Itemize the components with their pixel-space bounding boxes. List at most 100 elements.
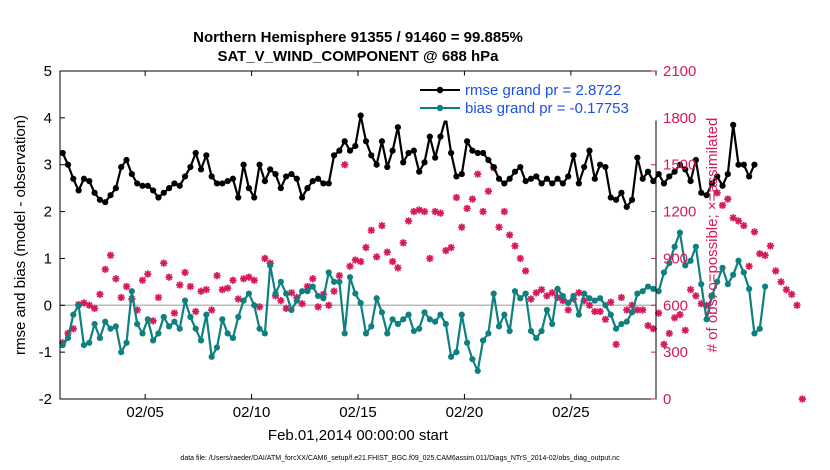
rmse-point [134, 180, 141, 187]
rmse-point [368, 152, 375, 159]
rmse-point [437, 133, 444, 140]
bias-point [330, 278, 338, 285]
bias-point [682, 262, 689, 269]
rmse-point [432, 154, 439, 161]
obs-point [176, 281, 184, 289]
rmse-point [506, 175, 513, 182]
bias-point [378, 309, 386, 316]
bias-point [703, 316, 710, 323]
obs-point [761, 251, 769, 259]
obs-point [314, 303, 322, 311]
obs-point-stroke-d2 [522, 267, 529, 275]
obs-point-stroke-d2 [586, 302, 593, 309]
bias-point [373, 295, 380, 302]
rmse-point [698, 189, 705, 196]
obs-point [138, 276, 147, 284]
obs-point-stroke-d2 [203, 286, 210, 293]
obs-point-stroke-d2 [719, 202, 726, 209]
bias-point [501, 311, 508, 318]
rmse-point [639, 175, 646, 182]
bias-point [591, 297, 598, 304]
bias-point [304, 288, 311, 295]
bias-point [267, 262, 274, 269]
bias-point [538, 327, 545, 335]
bias-point [517, 295, 524, 302]
rmse-point [251, 194, 258, 201]
bias-point [384, 330, 391, 337]
rmse-point [272, 170, 279, 178]
bias-point [314, 292, 322, 300]
rmse-point [267, 166, 274, 173]
bias-point [160, 313, 167, 321]
rmse-point [714, 173, 721, 180]
obs-point-stroke-d2 [250, 277, 258, 284]
bias-point [70, 311, 77, 318]
rmse-point [86, 178, 93, 185]
obs-point-stroke-d2 [304, 283, 311, 290]
rmse-point [703, 192, 710, 199]
bias-point [597, 295, 604, 302]
obs-point [218, 286, 226, 294]
bias-point [91, 320, 98, 328]
bias-point [123, 339, 130, 346]
bias-point [533, 334, 540, 342]
obs-point [335, 272, 343, 280]
right-y-tick-label: 1500 [663, 157, 696, 174]
obs-point-stroke-d2 [458, 223, 466, 231]
left-y-axis-label: rmse and bias (model - observation) [12, 115, 29, 355]
obs-point [351, 256, 359, 264]
obs-point-stroke-d2 [187, 283, 194, 290]
bias-point [400, 316, 407, 323]
x-tick-label: 02/10 [233, 404, 271, 421]
obs-point-stroke-d2 [740, 222, 748, 229]
bias-point [134, 320, 141, 328]
bias-point [687, 257, 694, 264]
obs-point [740, 222, 748, 230]
rmse-point [676, 161, 684, 168]
rmse-point [426, 133, 433, 140]
legend-box [413, 75, 659, 121]
obs-point [90, 304, 99, 313]
obs-point [367, 226, 375, 234]
obs-point [745, 262, 753, 270]
obs-point [404, 217, 413, 225]
rmse-point [59, 149, 66, 157]
bias-point [288, 306, 295, 314]
obs-point-stroke-d2 [788, 291, 795, 298]
rmse-point [394, 124, 402, 131]
obs-point-stroke-d2 [447, 244, 455, 251]
obs-point [665, 329, 673, 337]
obs-point [788, 290, 796, 298]
obs-point [112, 275, 120, 283]
bias-point [261, 330, 268, 337]
rmse-point [650, 178, 657, 185]
right-y-tick-label: 1200 [663, 204, 696, 221]
obs-point-stroke-d2 [213, 272, 221, 279]
obs-point [644, 321, 652, 330]
rmse-point [150, 187, 157, 194]
obs-point [298, 300, 306, 308]
obs-point [224, 284, 232, 292]
obs-point-stroke-d2 [70, 325, 77, 332]
obs-point [394, 264, 402, 272]
obs-point [772, 267, 780, 275]
obs-point-stroke-d2 [160, 259, 168, 267]
obs-point-stroke-d2 [777, 278, 785, 286]
bias-point [618, 320, 625, 328]
obs-point-stroke-d2 [575, 289, 583, 297]
bias-point [740, 269, 747, 276]
bias-point [426, 316, 433, 323]
x-axis-label: Feb.01,2014 00:00:00 start [268, 427, 449, 444]
x-tick-label: 02/25 [552, 404, 590, 421]
obs-point [144, 270, 152, 278]
rmse-point [203, 152, 210, 159]
obs-point-stroke-d2 [527, 295, 535, 303]
obs-point [383, 248, 391, 256]
bias-point [714, 278, 721, 285]
obs-point [181, 268, 189, 277]
x-tick-label: 02/15 [339, 404, 377, 421]
rmse-point [474, 149, 481, 157]
rmse-point [197, 166, 205, 173]
obs-point-stroke-d2 [469, 195, 476, 203]
rmse-point [64, 161, 72, 168]
